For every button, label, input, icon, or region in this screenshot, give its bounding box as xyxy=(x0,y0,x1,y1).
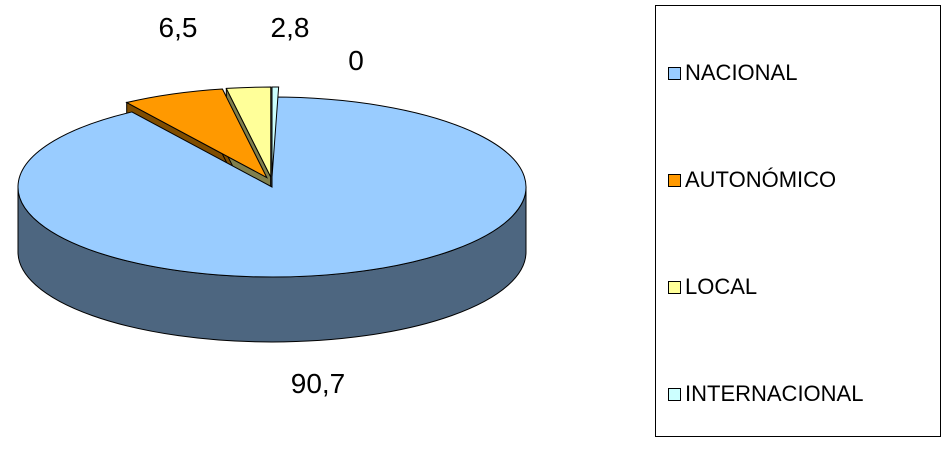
legend-swatch-local xyxy=(668,280,681,294)
pie-chart-svg: 90,7 6,5 2,8 0 xyxy=(17,12,527,399)
legend-item-internacional: INTERNACIONAL xyxy=(668,379,863,409)
legend-swatch-nacional xyxy=(668,66,681,80)
data-label-autonomico: 6,5 xyxy=(159,12,198,43)
legend-swatch-internacional xyxy=(668,387,681,401)
slice-internacional xyxy=(271,86,280,178)
legend-swatch-autonomico xyxy=(668,173,681,187)
slice-local xyxy=(225,86,272,178)
data-label-internacional: 0 xyxy=(348,45,364,76)
legend-item-local: LOCAL xyxy=(668,272,757,302)
pie-tops xyxy=(17,86,527,278)
slice-autonomico xyxy=(125,88,268,179)
legend-item-autonomico: AUTONÓMICO xyxy=(668,165,836,195)
slice-nacional xyxy=(17,96,527,278)
legend-label-local: LOCAL xyxy=(685,274,758,299)
data-label-nacional: 90,7 xyxy=(291,368,346,399)
chart-legend: NACIONAL AUTONÓMICO LOCAL INTERNACIONAL xyxy=(655,5,941,437)
legend-label-autonomico: AUTONÓMICO xyxy=(685,167,837,192)
data-label-local: 2,8 xyxy=(271,12,310,43)
pie-chart: 90,7 6,5 2,8 0 xyxy=(17,12,527,399)
legend-label-nacional: NACIONAL xyxy=(685,60,798,85)
legend-item-nacional: NACIONAL xyxy=(668,58,797,88)
legend-label-internacional: INTERNACIONAL xyxy=(685,381,864,406)
